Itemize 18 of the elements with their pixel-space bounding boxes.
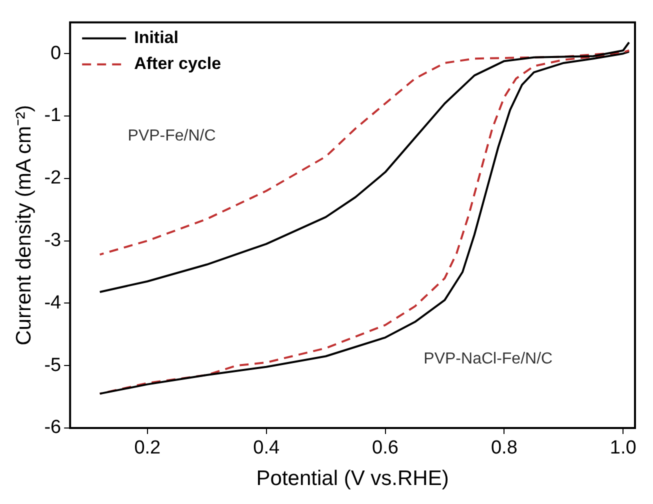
y-tick-label: -4	[44, 292, 62, 314]
y-tick-label: -3	[44, 230, 62, 252]
annotation: PVP-Fe/N/C	[128, 127, 216, 144]
legend-label: After cycle	[134, 54, 222, 74]
y-tick-label: 0	[50, 42, 62, 64]
y-tick-label: -6	[44, 417, 62, 438]
x-tick-label: 0.4	[253, 438, 280, 459]
x-tick-label: 0.6	[372, 438, 398, 459]
x-tick-label: 0.2	[134, 438, 161, 459]
annotation: PVP-NaCl-Fe/N/C	[424, 350, 553, 368]
legend-label: Initial	[134, 28, 178, 48]
y-tick-label: -2	[44, 168, 62, 189]
y-tick-label: -1	[44, 105, 62, 126]
x-tick-label: 0.8	[490, 438, 518, 459]
y-axis-title: Current density (mA cm⁻²)	[12, 105, 36, 346]
x-axis-title: Potential (V vs.RHE)	[256, 467, 449, 490]
x-tick-label: 1.0	[610, 438, 636, 459]
y-tick-label: -5	[44, 354, 62, 376]
